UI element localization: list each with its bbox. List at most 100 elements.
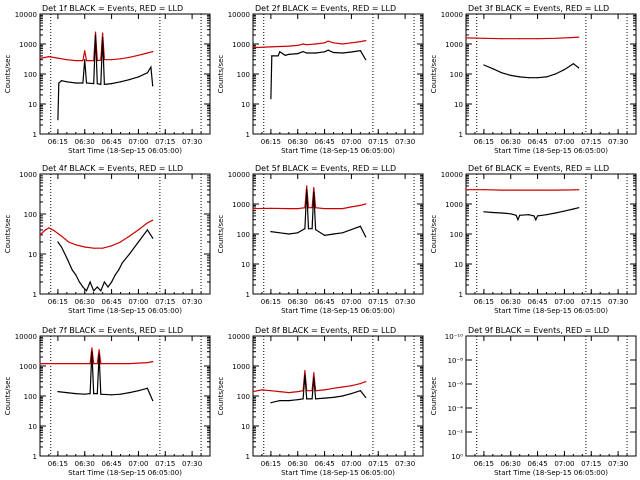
series-events-point (89, 393, 91, 395)
series-events-point (96, 286, 98, 288)
series-events-point (365, 59, 367, 61)
series-events-point (82, 82, 84, 84)
y-tick-label: 1 (246, 291, 250, 299)
series-events-line (270, 374, 367, 404)
series-lld-point (519, 38, 521, 40)
x-tick-label: 07:15 (368, 460, 388, 468)
series-events-point (545, 214, 548, 216)
y-tick-label: 100 (237, 231, 250, 239)
series-lld-point (111, 363, 113, 365)
series-events-point (279, 400, 281, 402)
series-events-point (66, 81, 68, 83)
series-events-point (311, 228, 313, 230)
series-lld-point (311, 207, 313, 209)
series-events-point (492, 211, 494, 214)
series-events-point (128, 79, 131, 81)
series-events-point (270, 402, 272, 404)
series-lld-point (252, 391, 254, 393)
series-events-point (270, 98, 272, 100)
x-tick-label: 06:30 (288, 138, 308, 146)
series-events-point (114, 274, 116, 276)
series-lld-point (302, 43, 304, 45)
series-lld-point (537, 189, 539, 191)
x-tick-label: 07:30 (182, 138, 202, 146)
y-axis-label: Counts/sec (217, 55, 225, 94)
series-events-point (307, 228, 310, 230)
series-lld-point (128, 56, 131, 58)
series-lld-point (324, 208, 326, 210)
series-lld-point (103, 59, 105, 61)
series-events-point (288, 400, 290, 402)
series-events-point (111, 394, 113, 396)
plot-frame (465, 13, 637, 135)
x-tick-label: 06:45 (314, 298, 334, 306)
x-tick-label: 07:00 (341, 298, 361, 306)
series-events-line (270, 49, 367, 99)
y-axis-label: Counts/sec (217, 215, 225, 254)
panel-title: Det 1f BLACK = Events, RED = LLD (42, 4, 183, 13)
series-lld-line (40, 347, 153, 365)
series-lld-point (307, 207, 310, 209)
series-events-point (350, 51, 352, 53)
series-lld-point (270, 207, 272, 209)
y-tick-label: 10000 (441, 11, 463, 19)
x-tick-label: 06:15 (474, 138, 494, 146)
y-tick-label: 100 (237, 393, 250, 401)
series-events-point (341, 52, 344, 54)
panel-det-8: Det 8f BLACK = Events, RED = LLD 1 10 100 10… (217, 326, 424, 477)
series-lld-point (39, 57, 41, 60)
series-events-point (501, 212, 503, 214)
series-lld-point (572, 36, 575, 39)
series-lld-point (146, 362, 148, 364)
series-events-point (297, 232, 299, 234)
series-events-point (519, 214, 521, 216)
series-events-point (554, 73, 557, 75)
x-tick-label: 06:45 (101, 460, 121, 468)
series-lld-point (288, 208, 290, 210)
series-events-line (483, 207, 579, 222)
series-events-point (100, 393, 102, 395)
y-tick-label: 10 (454, 261, 463, 269)
panel-det-3: Det 3f BLACK = Events, RED = LLD 1 10 100 10… (430, 4, 637, 155)
series-events-point (98, 353, 100, 355)
series-events-point (304, 228, 306, 230)
x-tick-label: 07:00 (128, 298, 148, 306)
series-lld-point (288, 45, 290, 47)
series-lld-point (465, 37, 467, 39)
y-tick-label: 10 (454, 101, 463, 109)
y-tick-label: 100 (24, 211, 37, 219)
x-tick-label: 06:30 (75, 298, 95, 306)
series-lld-point (306, 44, 308, 46)
y-tick-label: 1000 (445, 201, 463, 209)
series-lld-point (332, 42, 335, 44)
series-events-point (103, 83, 105, 85)
series-events-point (85, 82, 88, 84)
y-tick-label: 100 (450, 71, 463, 79)
series-events-point (118, 269, 120, 271)
y-axis-label: Counts/sec (4, 377, 12, 416)
series-events-point (93, 393, 95, 395)
series-lld-point (327, 40, 329, 42)
series-events-point (152, 85, 154, 87)
series-lld-point (483, 37, 485, 39)
series-events-point (297, 399, 299, 401)
series-lld-point (465, 189, 467, 191)
series-events-point (75, 82, 77, 84)
x-tick-label: 07:15 (581, 138, 601, 146)
series-events-point (152, 237, 154, 239)
x-tick-label: 07:00 (554, 138, 574, 146)
y-tick-label: 1000 (445, 41, 463, 49)
x-tick-label: 07:30 (395, 138, 415, 146)
series-lld-point (84, 246, 86, 248)
series-events-point (563, 210, 566, 212)
series-events-point (146, 387, 148, 389)
series-events-point (137, 241, 139, 243)
series-lld-point (519, 189, 521, 191)
y-tick-label: 100 (24, 393, 37, 401)
x-tick-label: 06:30 (75, 138, 95, 146)
series-events-point (324, 397, 326, 399)
x-axis-label: Start Time (18-Sep-15 06:05:00) (68, 469, 182, 477)
series-lld-point (297, 44, 299, 47)
y-tick-label: 10⁻² (448, 429, 464, 437)
series-events-point (75, 393, 77, 395)
